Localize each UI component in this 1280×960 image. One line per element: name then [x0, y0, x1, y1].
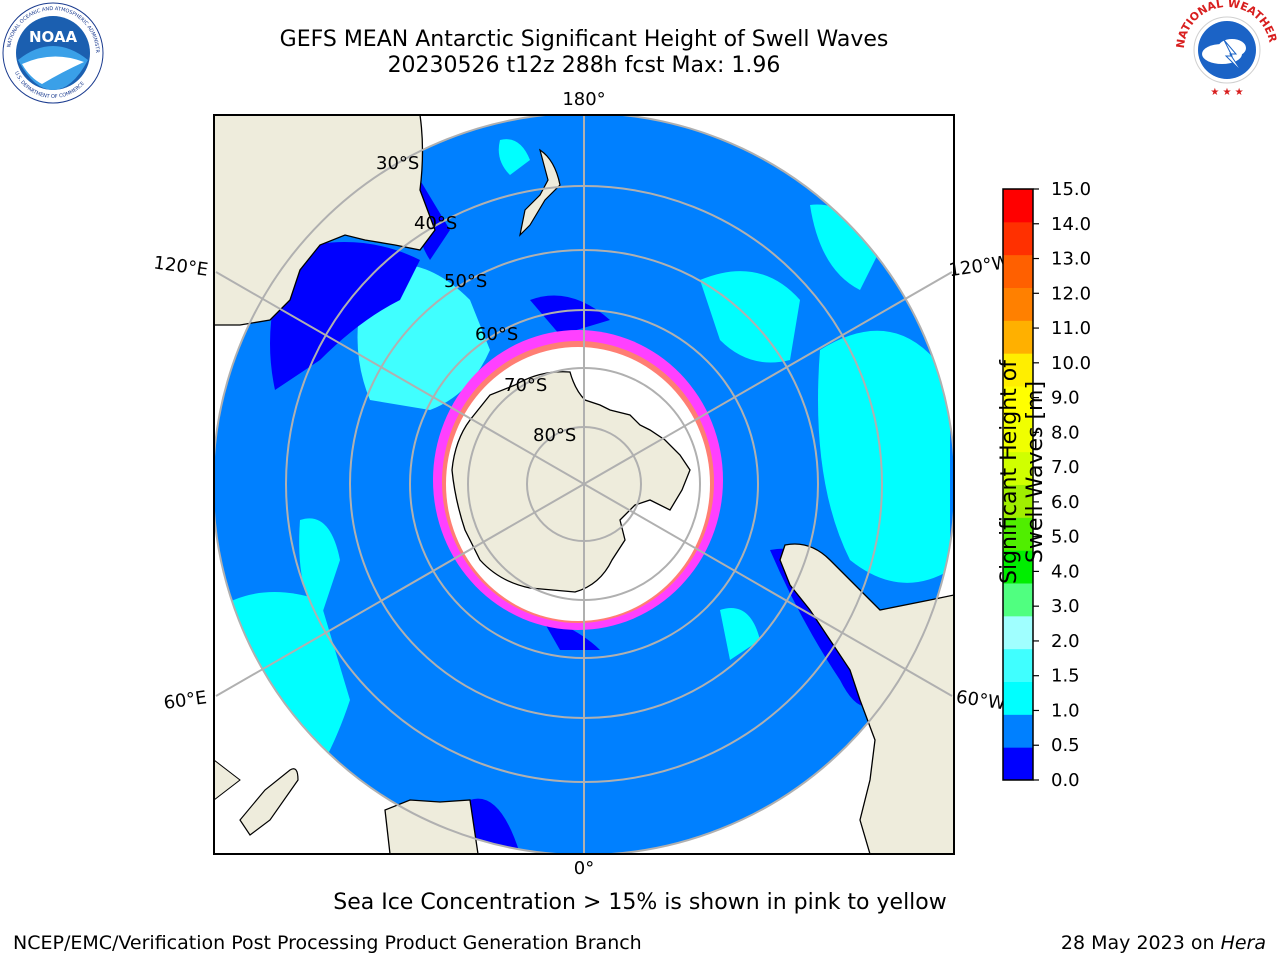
colorbar-segment: [1003, 189, 1033, 223]
africa-land: [384, 799, 479, 854]
colorbar-tick-label: 3.0: [1051, 596, 1080, 617]
colorbar-tick-label: 9.0: [1051, 388, 1080, 409]
lon-label-60e: 60°E: [162, 687, 208, 714]
colorbar-tick-label: 13.0: [1051, 249, 1091, 270]
chart-subtitle: 20230526 t12z 288h fcst Max: 1.96: [387, 53, 781, 78]
colorbar-segment: [1003, 221, 1033, 256]
colorbar-tick-label: 8.0: [1051, 422, 1080, 443]
lon-label-120e: 120°E: [152, 252, 209, 280]
footer-machine: Hera: [1220, 932, 1266, 954]
lat-label-60: 60°S: [475, 324, 518, 345]
antarctica-land: [451, 371, 691, 593]
colorbar-segment: [1003, 714, 1033, 748]
colorbar-tick-label: 7.0: [1051, 457, 1080, 478]
colorbar-tick-label: 4.0: [1051, 561, 1080, 582]
colorbar-tick-label: 0.5: [1051, 735, 1080, 756]
colorbar-tick-label: 2.0: [1051, 631, 1080, 652]
lon-label-180: 180°: [562, 89, 605, 110]
lon-label-60w: 60°W: [955, 687, 1007, 715]
noaa-logo-icon: NOAA NATIONAL OCEANIC AND ATMOSPHERIC AD…: [0, 0, 104, 104]
colorbar-tick-label: 5.0: [1051, 527, 1080, 548]
colorbar-segment: [1003, 484, 1033, 518]
lon-label-120w: 120°W: [947, 252, 1011, 281]
colorbar-segment: [1003, 451, 1033, 485]
svg-text:★ ★ ★: ★ ★ ★: [1210, 87, 1243, 98]
colorbar-segment: [1003, 615, 1033, 650]
latitude-labels: 30°S 40°S 50°S 60°S 70°S 80°S: [376, 153, 576, 446]
colorbar-tick-label: 1.5: [1051, 666, 1080, 687]
colorbar-segment: [1003, 254, 1033, 288]
map-frame: [213, 114, 955, 855]
colorbar-segment: [1003, 353, 1033, 387]
lon-label-0: 0°: [574, 858, 594, 879]
colorbar-tick-label: 1.0: [1051, 700, 1080, 721]
new-zealand-land: [519, 148, 561, 237]
colorbar-tick-label: 11.0: [1051, 318, 1091, 339]
madagascar-land: [239, 768, 299, 836]
lat-label-40: 40°S: [414, 213, 457, 234]
lat-label-70: 70°S: [504, 375, 547, 396]
colorbar-segment: [1003, 386, 1033, 420]
lat-label-50: 50°S: [444, 271, 487, 292]
colorbar: 15.0 14.0 13.0 12.0 11.0 10.0 9.0 8.0 7.0 6.0 5.0 4…: [1002, 179, 1091, 791]
colorbar-segment: [1003, 418, 1033, 453]
colorbar-tick-label: 14.0: [1051, 214, 1091, 235]
sea-ice-caption: Sea Ice Concentration > 15% is shown in …: [333, 890, 947, 915]
colorbar-tick-label: 10.0: [1051, 353, 1091, 374]
longitude-grid: [215, 115, 953, 854]
colorbar-segment: [1003, 550, 1033, 584]
colorbar-segment: [1003, 681, 1033, 715]
colorbar-segment: [1003, 320, 1033, 354]
noaa-logo-text: NOAA: [29, 28, 78, 46]
footer-branch: NCEP/EMC/Verification Post Processing Pr…: [13, 932, 642, 954]
colorbar-tick-label: 15.0: [1051, 179, 1091, 200]
colorbar-tick-label: 0.0: [1051, 770, 1080, 791]
colorbar-segment: [1003, 747, 1033, 781]
colorbar-segment: [1003, 517, 1033, 551]
colorbar-tick-label: 12.0: [1051, 283, 1091, 304]
lat-label-80: 80°S: [533, 425, 576, 446]
colorbar-segment: [1003, 287, 1033, 321]
colorbar-title: Significant Height of Swell Waves [m]: [997, 359, 1048, 585]
lat-label-30: 30°S: [376, 153, 419, 174]
colorbar-segment: [1003, 583, 1033, 617]
colorbar-frame: [1002, 188, 1034, 781]
colorbar-tick-label: 6.0: [1051, 492, 1080, 513]
chart-title: GEFS MEAN Antarctic Significant Height o…: [279, 27, 889, 52]
colorbar-segment: [1003, 648, 1033, 682]
nws-logo-icon: NATIONAL WEATHER SERVICE ★ ★ ★: [1172, 0, 1280, 102]
footer-date: 28 May 2023 on Hera: [1060, 932, 1266, 954]
